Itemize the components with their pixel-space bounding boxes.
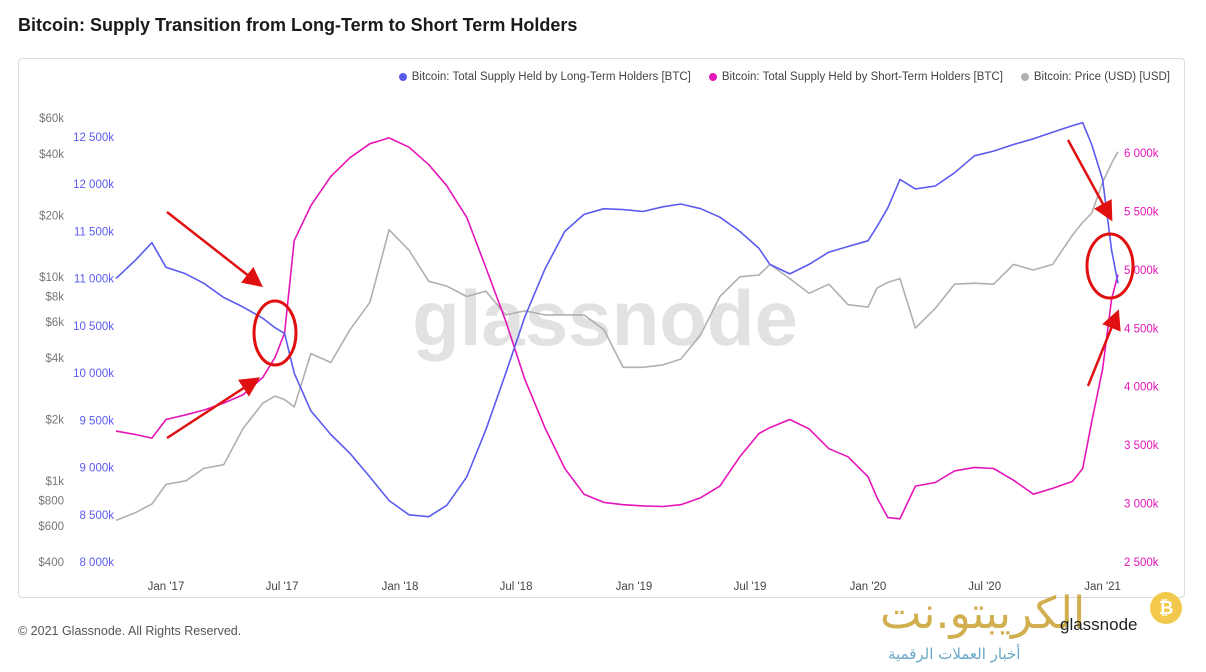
lth-tick-label: 11 000k xyxy=(74,274,114,286)
price-dot-icon xyxy=(1020,73,1029,81)
x-tick-label: Jul '19 xyxy=(734,581,767,593)
brand-logo: الكريبتو.نت xyxy=(880,588,1086,639)
x-tick-label: Jan '19 xyxy=(616,581,653,593)
x-tick-label: Jul '20 xyxy=(968,581,1001,593)
annotation-arrow-2 xyxy=(166,377,261,440)
sth-series-line xyxy=(115,137,1119,520)
price-tick-label: $10k xyxy=(39,272,64,284)
legend-label-lth: Bitcoin: Total Supply Held by Long-Term … xyxy=(411,71,691,83)
copyright-footer: © 2021 Glassnode. All Rights Reserved. xyxy=(18,624,242,638)
price-tick-label: $400 xyxy=(38,557,64,569)
x-tick-label: Jan '17 xyxy=(148,581,185,593)
lth-tick-label: 10 000k xyxy=(73,368,114,380)
lth-tick-label: 12 000k xyxy=(73,179,114,191)
annotation-arrow-3 xyxy=(1066,139,1113,222)
legend[interactable]: Bitcoin: Total Supply Held by Long-Term … xyxy=(398,71,1170,83)
sth-tick-label: 3 500k xyxy=(1124,440,1159,452)
price-tick-label: $4k xyxy=(45,353,64,365)
x-tick-label: Jul '18 xyxy=(500,581,533,593)
price-tick-label: $60k xyxy=(39,113,64,125)
lth-tick-label: 8 500k xyxy=(79,510,114,522)
lth-tick-label: 9 500k xyxy=(79,415,114,427)
x-tick-label: Jan '21 xyxy=(1084,581,1121,593)
price-tick-label: $40k xyxy=(39,149,64,161)
sth-tick-label: 5 000k xyxy=(1124,265,1159,277)
lth-series-line xyxy=(115,121,1119,518)
price-tick-label: $1k xyxy=(45,476,64,488)
lth-dot-icon xyxy=(398,73,407,81)
legend-item-lth[interactable]: Bitcoin: Total Supply Held by Long-Term … xyxy=(398,71,691,83)
price-tick-label: $800 xyxy=(38,496,64,508)
lth-tick-label: 8 000k xyxy=(79,557,114,569)
chart-title: Bitcoin: Supply Transition from Long-Ter… xyxy=(18,15,578,35)
brand-tagline: أخبار العملات الرقمية xyxy=(888,645,1021,663)
lth-tick-label: 11 500k xyxy=(74,226,114,238)
sth-dot-icon xyxy=(708,73,717,81)
price-tick-label: $6k xyxy=(45,317,64,329)
price-tick-label: $2k xyxy=(45,414,64,426)
lth-tick-label: 12 500k xyxy=(73,132,114,144)
sth-tick-label: 6 000k xyxy=(1124,148,1159,160)
price-series-line xyxy=(115,151,1119,522)
price-tick-label: $8k xyxy=(45,292,64,304)
x-tick-label: Jan '20 xyxy=(850,581,887,593)
glassnode-corner-logo: glassnode xyxy=(1060,615,1138,634)
annotation-arrow-1 xyxy=(166,211,263,288)
legend-item-sth[interactable]: Bitcoin: Total Supply Held by Short-Term… xyxy=(708,71,1003,83)
sth-tick-label: 4 000k xyxy=(1124,382,1159,394)
x-tick-label: Jul '17 xyxy=(266,581,299,593)
annotation-arrow-4 xyxy=(1086,309,1121,387)
crossover-circle-2017 xyxy=(252,299,298,367)
bitcoin-coin-icon: ₿ xyxy=(1150,592,1182,624)
annotations xyxy=(166,139,1135,440)
price-tick-label: $20k xyxy=(39,210,64,222)
glassnode-watermark: glassnode xyxy=(412,274,798,362)
sth-tick-label: 4 500k xyxy=(1124,323,1159,335)
crossover-circle-2021 xyxy=(1085,232,1135,300)
x-tick-label: Jan '18 xyxy=(382,581,419,593)
sth-tick-label: 5 500k xyxy=(1124,206,1159,218)
sth-tick-label: 2 500k xyxy=(1124,557,1159,569)
lth-tick-label: 9 000k xyxy=(79,463,114,475)
series-group xyxy=(115,121,1119,522)
legend-label-price: Bitcoin: Price (USD) [USD] xyxy=(1033,71,1170,83)
sth-tick-label: 3 000k xyxy=(1124,499,1159,511)
legend-label-sth: Bitcoin: Total Supply Held by Short-Term… xyxy=(721,71,1003,83)
price-tick-label: $600 xyxy=(38,521,64,533)
legend-item-price[interactable]: Bitcoin: Price (USD) [USD] xyxy=(1020,71,1170,83)
chart-svg: glassnode Jan '17 Jul '17 Jan '18 Jul '18 Ja… xyxy=(38,113,1158,593)
axes: Jan '17 Jul '17 Jan '18 Jul '18 Jan '19 Jul '… xyxy=(38,113,1158,593)
lth-tick-label: 10 500k xyxy=(73,321,114,333)
